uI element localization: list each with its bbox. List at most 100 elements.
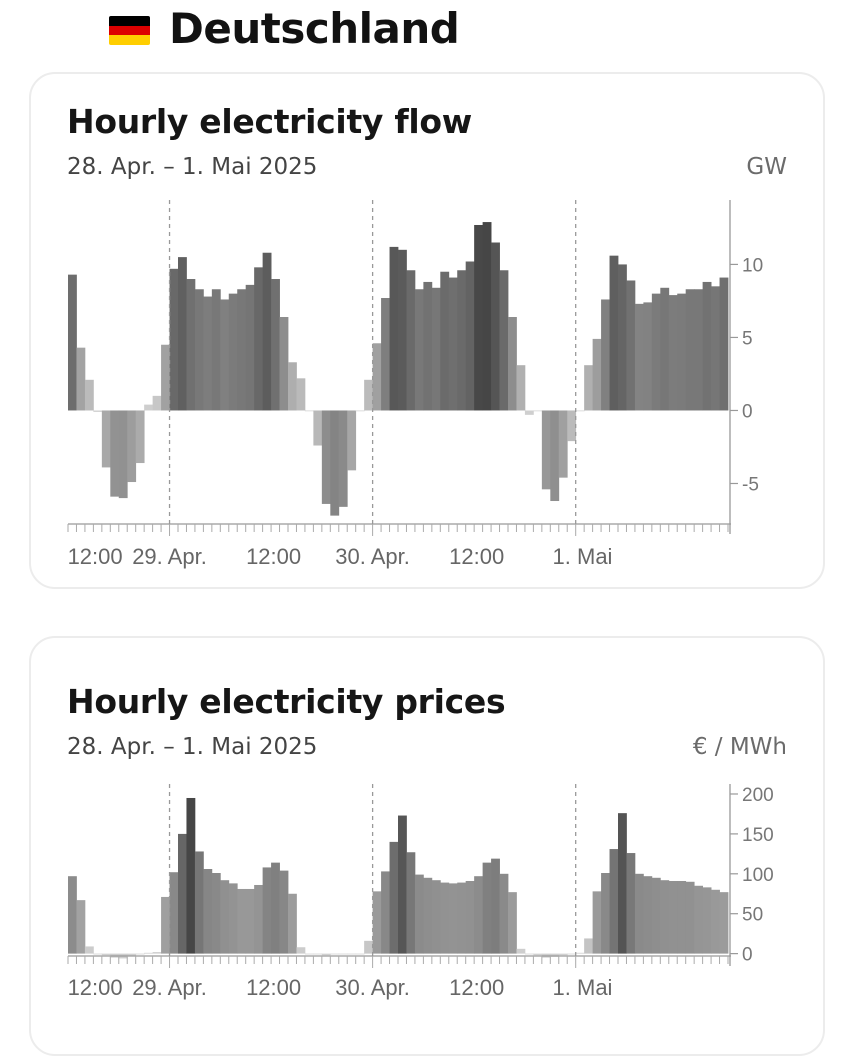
bar xyxy=(719,277,729,411)
y-tick-label: 100 xyxy=(742,865,774,886)
bar xyxy=(313,410,323,446)
bar xyxy=(457,270,467,411)
bar xyxy=(211,289,221,411)
price-chart[interactable]: 12:00 29. Apr. 12:00 30. Apr. 12:00 1. Mai 200… xyxy=(31,638,827,1058)
flow-card[interactable]: Hourly electricity flow 28. Apr. – 1. Ma… xyxy=(29,72,825,589)
germany-flag-icon xyxy=(109,16,150,45)
bar xyxy=(584,938,594,954)
x-axis-label: 12:00 xyxy=(68,544,123,569)
bar xyxy=(288,893,297,954)
bar xyxy=(135,410,145,464)
bar xyxy=(152,952,162,954)
flag-stripe-black xyxy=(109,16,150,26)
bar xyxy=(516,948,526,954)
bar xyxy=(516,365,526,411)
bar xyxy=(618,813,627,954)
bar xyxy=(423,281,433,411)
bar xyxy=(524,410,534,415)
bar xyxy=(685,881,695,954)
bar xyxy=(618,264,627,411)
bar xyxy=(228,883,238,954)
bar xyxy=(186,797,196,954)
bar xyxy=(567,953,577,955)
bar xyxy=(575,952,585,954)
bar xyxy=(508,892,517,954)
x-axis-label: 30. Apr. xyxy=(335,975,410,1000)
bar xyxy=(711,889,720,954)
bar xyxy=(76,347,86,411)
bar xyxy=(601,873,610,954)
y-tick-label: 50 xyxy=(742,905,763,926)
bar xyxy=(194,289,204,411)
y-tick-label: 200 xyxy=(742,785,774,806)
flow-chart[interactable]: 12:00 29. Apr. 12:00 30. Apr. 12:00 1. Mai 10 5… xyxy=(31,74,827,591)
bar xyxy=(651,877,661,954)
bar xyxy=(152,395,162,411)
bar xyxy=(508,317,517,411)
bar xyxy=(262,252,272,411)
bar xyxy=(626,853,636,954)
bar xyxy=(330,953,340,955)
bar xyxy=(541,410,551,490)
bar xyxy=(271,279,280,411)
bar xyxy=(660,287,670,411)
bar xyxy=(135,953,145,955)
bar xyxy=(194,851,204,954)
bar xyxy=(550,953,560,957)
bar xyxy=(609,255,619,411)
bar xyxy=(558,410,568,478)
bar xyxy=(355,953,365,955)
x-axis-label: 12:00 xyxy=(449,975,504,1000)
bar xyxy=(271,862,280,954)
bar xyxy=(626,280,636,411)
bar xyxy=(474,224,484,411)
y-tick-label: 0 xyxy=(742,401,753,422)
price-card[interactable]: Hourly electricity prices 28. Apr. – 1. … xyxy=(29,636,825,1056)
bar xyxy=(304,410,314,412)
bar xyxy=(245,888,255,954)
bar xyxy=(355,410,365,412)
bar xyxy=(398,815,407,954)
bar xyxy=(694,885,704,954)
bar xyxy=(457,882,467,954)
bar xyxy=(651,293,661,411)
bar xyxy=(381,298,390,411)
bar xyxy=(694,289,704,411)
flow-card-date-range: 28. Apr. – 1. Mai 2025 xyxy=(67,154,318,180)
bar xyxy=(389,841,399,954)
bar xyxy=(321,410,331,504)
bar xyxy=(93,953,103,955)
bar xyxy=(338,953,348,955)
bar xyxy=(203,869,213,954)
price-card-title: Hourly electricity prices xyxy=(67,682,506,721)
bar xyxy=(304,953,314,955)
bar xyxy=(161,344,170,411)
flow-card-unit: GW xyxy=(746,154,787,180)
bar xyxy=(76,900,86,954)
x-axis-label: 1. Mai xyxy=(553,544,613,569)
bar xyxy=(381,871,390,954)
flow-card-title: Hourly electricity flow xyxy=(67,102,472,141)
bar xyxy=(575,410,585,412)
bar xyxy=(254,884,264,954)
bar xyxy=(677,880,687,954)
bar xyxy=(262,867,272,954)
bar xyxy=(592,891,602,954)
price-card-unit: € / MWh xyxy=(692,734,787,760)
bar xyxy=(702,281,712,411)
bar xyxy=(423,877,433,954)
bar xyxy=(414,874,424,954)
bar xyxy=(668,295,678,411)
x-axis-label: 12:00 xyxy=(246,544,301,569)
bar xyxy=(101,953,111,956)
bar xyxy=(634,303,644,411)
x-axis-label: 12:00 xyxy=(246,975,301,1000)
bar xyxy=(431,880,441,954)
bar xyxy=(144,952,154,954)
bar xyxy=(288,362,297,411)
bar xyxy=(448,277,458,411)
bar xyxy=(482,222,492,411)
bar xyxy=(584,365,594,411)
bar xyxy=(178,833,187,954)
bar xyxy=(203,296,213,411)
